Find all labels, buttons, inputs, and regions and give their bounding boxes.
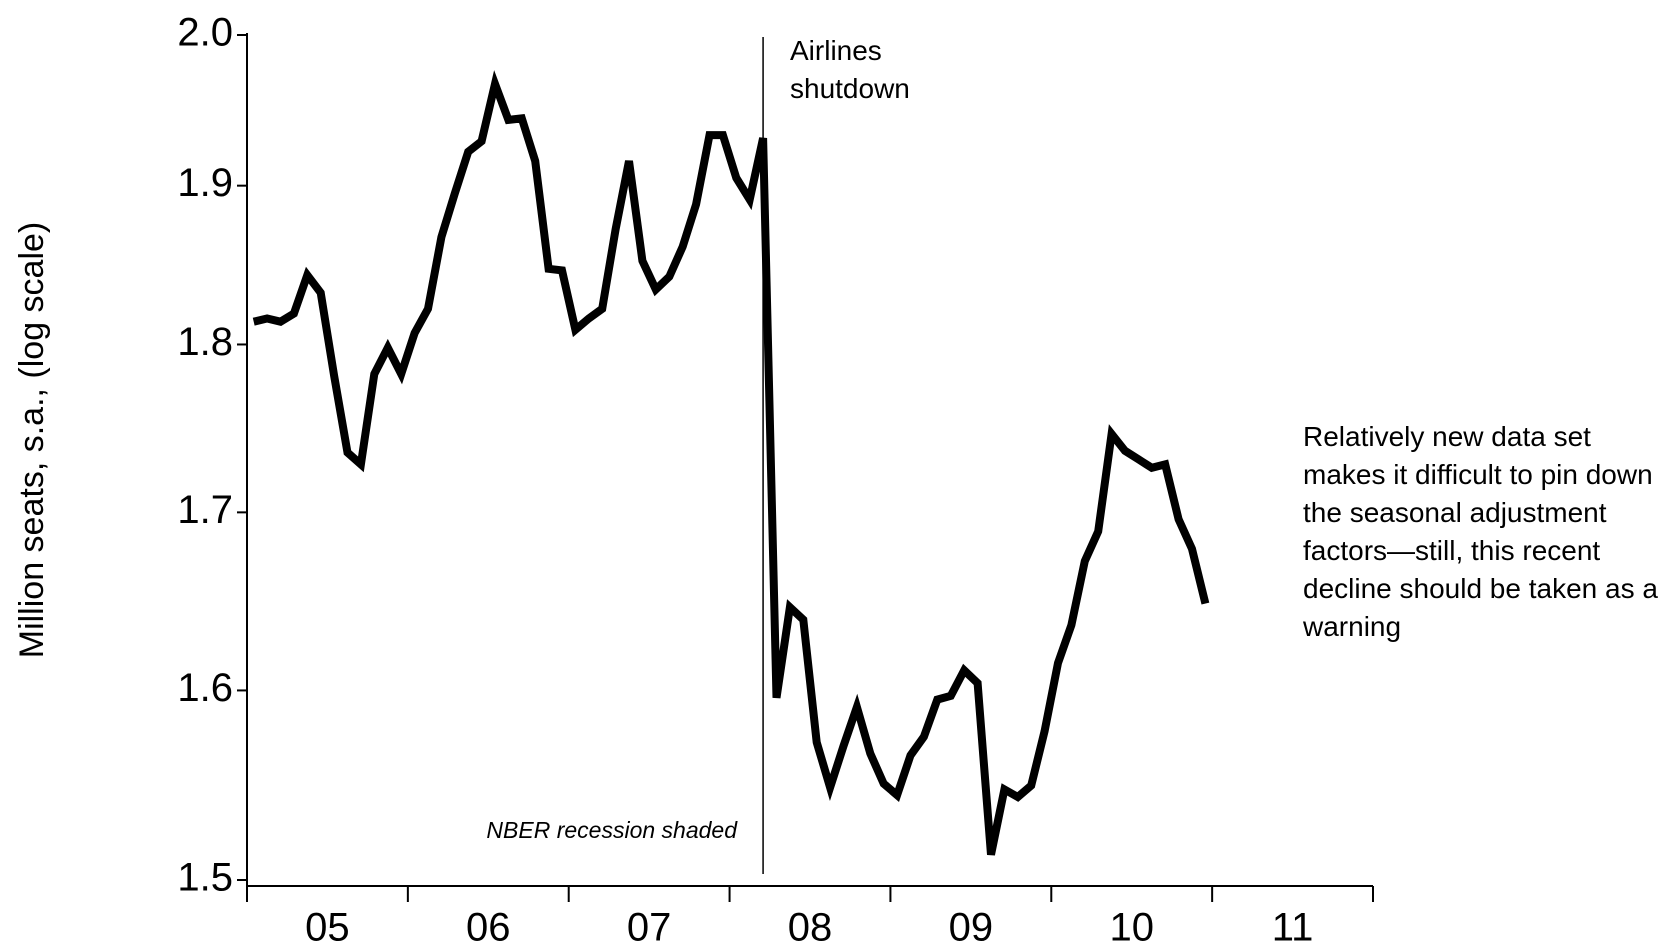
y-tick-label: 1.9	[177, 161, 233, 205]
x-tick-label: 09	[949, 906, 994, 948]
x-tick-label: 10	[1109, 906, 1154, 948]
y-tick-label: 1.7	[177, 488, 233, 532]
y-tick-label: 1.8	[177, 320, 233, 364]
x-tick-label: 05	[305, 906, 350, 948]
x-tick-label: 06	[466, 906, 511, 948]
y-axis-label: Million seats, s.a., (log scale)	[13, 222, 51, 659]
x-tick-label: 08	[788, 906, 833, 948]
data-line	[252, 70, 1210, 856]
x-tick-label: 11	[1272, 906, 1314, 948]
y-tick-label: 1.6	[177, 666, 233, 710]
y-tick-label: 1.5	[177, 856, 233, 900]
y-tick-label: 2.0	[177, 11, 233, 55]
annotation: Relatively new data set makes it difficu…	[1303, 421, 1658, 642]
x-tick-label: 07	[627, 906, 672, 948]
annotation: NBER recession shaded	[486, 817, 737, 843]
annotation: Airlines shutdown	[790, 35, 910, 104]
